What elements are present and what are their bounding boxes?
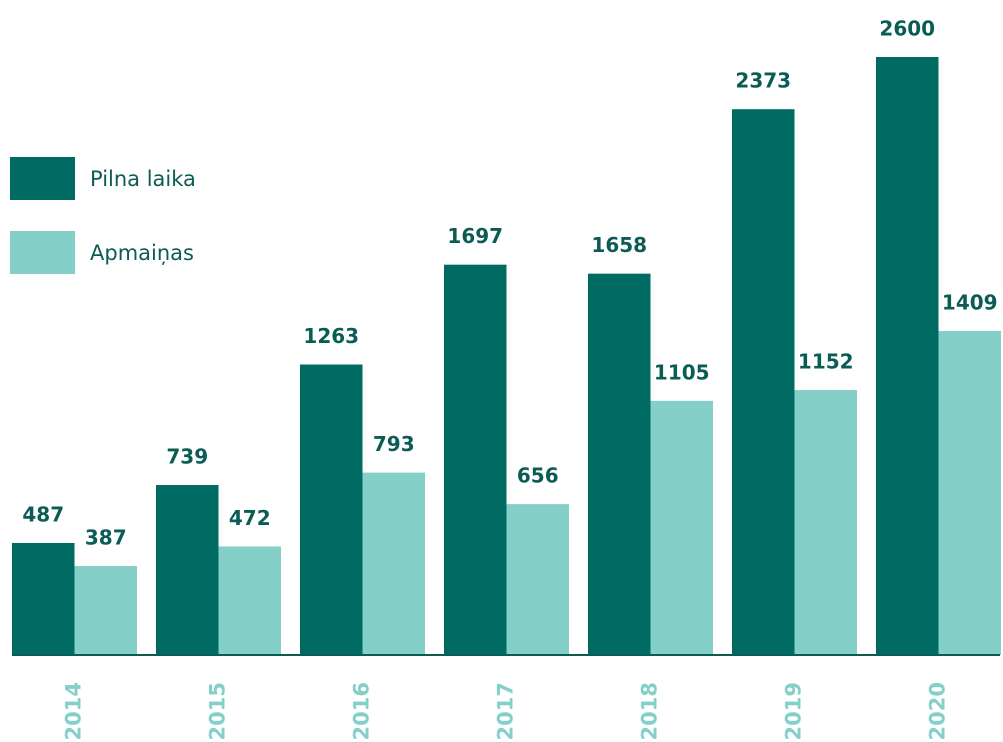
bar xyxy=(362,472,425,655)
bar xyxy=(588,273,651,655)
x-tick-label: 2014 xyxy=(62,682,86,740)
value-label: 1263 xyxy=(303,324,359,348)
value-label: 387 xyxy=(85,525,127,549)
value-label: 1152 xyxy=(798,350,854,374)
bar xyxy=(876,57,939,655)
bar xyxy=(300,364,363,655)
x-tick-label: 2015 xyxy=(206,682,230,740)
legend-swatch xyxy=(10,231,75,274)
value-label: 656 xyxy=(517,464,559,488)
bar xyxy=(156,485,219,655)
bar xyxy=(794,390,857,655)
value-label: 1105 xyxy=(654,360,710,384)
bar xyxy=(650,400,713,655)
bar xyxy=(74,565,137,655)
value-label: 472 xyxy=(229,506,271,530)
bar xyxy=(506,504,569,655)
x-tick-label: 2018 xyxy=(638,682,662,740)
value-label: 2600 xyxy=(879,17,935,41)
x-tick-label: 2017 xyxy=(494,682,518,740)
value-label: 1658 xyxy=(591,233,647,257)
bar xyxy=(12,542,75,655)
bar xyxy=(218,546,281,655)
value-label: 1409 xyxy=(942,290,998,314)
value-label: 487 xyxy=(22,502,64,526)
bar xyxy=(938,330,1001,655)
legend-swatch xyxy=(10,157,75,200)
legend-label: Pilna laika xyxy=(90,167,196,191)
bar xyxy=(444,264,507,655)
x-tick-label: 2020 xyxy=(926,682,950,740)
value-label: 1697 xyxy=(447,224,503,248)
value-label: 793 xyxy=(373,432,415,456)
x-tick-label: 2016 xyxy=(350,682,374,740)
value-label: 2373 xyxy=(735,69,791,93)
value-label: 739 xyxy=(166,445,208,469)
legend-label: Apmaiņas xyxy=(90,241,194,265)
bar xyxy=(732,109,795,655)
x-tick-label: 2019 xyxy=(782,682,806,740)
